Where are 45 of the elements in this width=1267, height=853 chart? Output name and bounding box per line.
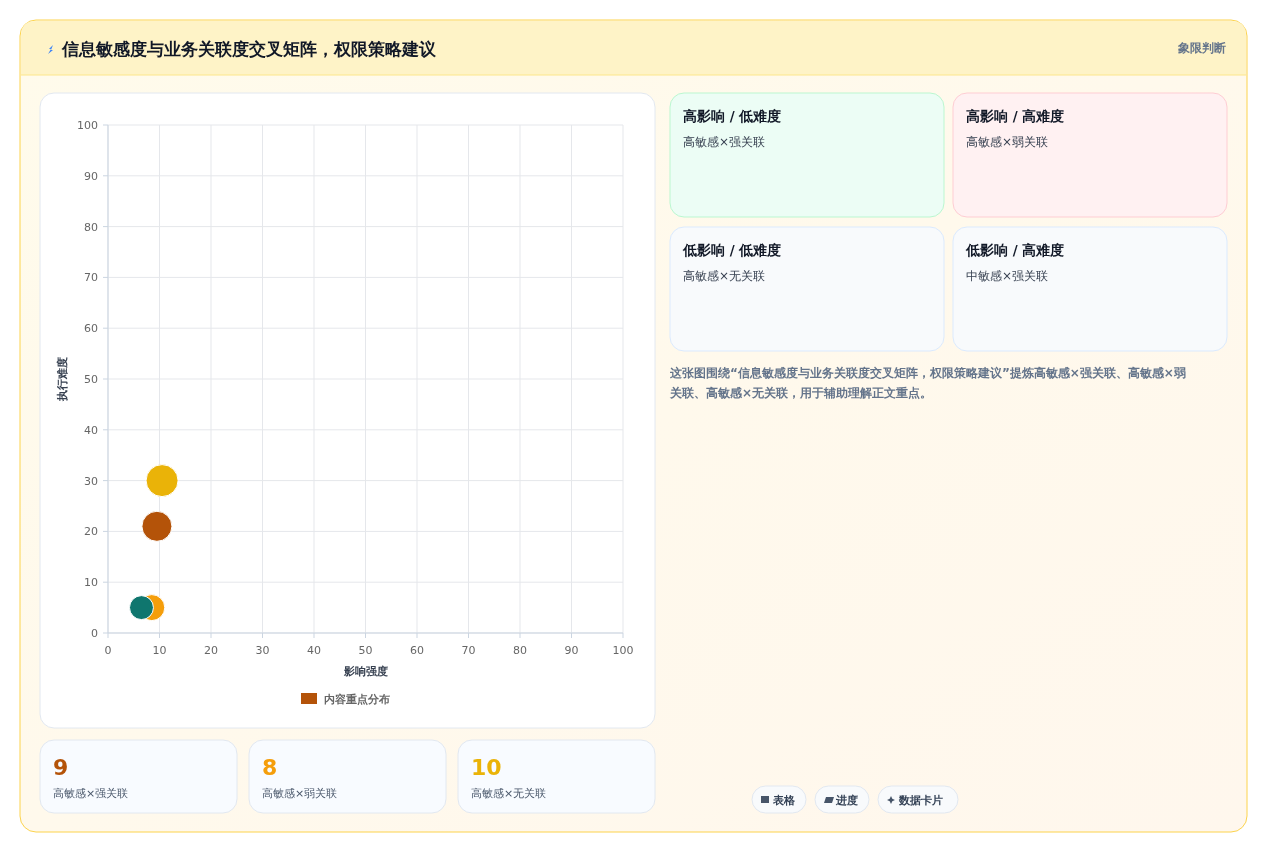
text: 10 bbox=[471, 755, 502, 780]
x-tick-label: 100 bbox=[612, 644, 634, 657]
x-axis-title: 影响强度 bbox=[342, 665, 388, 678]
text: 9 bbox=[53, 755, 69, 780]
text: 表格 bbox=[772, 794, 796, 807]
text: 低影响 / 低难度 bbox=[682, 242, 782, 258]
x-tick-label: 40 bbox=[307, 644, 321, 657]
y-tick-label: 50 bbox=[84, 373, 98, 386]
text: 高影响 / 低难度 bbox=[683, 108, 782, 124]
y-tick-label: 90 bbox=[84, 169, 98, 183]
text: 这张图围绕“信息敏感度与业务关联度交叉矩阵，权限策略建议”提炼高敏感×强关联、高敏感×弱关联、高敏感×无关联，用于辅助理解正文重点。 bbox=[669, 366, 1186, 400]
y-tick-label: 0 bbox=[91, 627, 98, 640]
x-tick-label: 60 bbox=[410, 644, 424, 657]
legend-label: 内容重点分布 bbox=[324, 693, 390, 706]
text: 高敏感×弱关联 bbox=[262, 787, 338, 800]
x-tick-label: 30 bbox=[255, 644, 270, 657]
text: 高敏感×弱关联 bbox=[966, 135, 1049, 149]
text: 高影响 / 高难度 bbox=[966, 108, 1065, 124]
x-tick-label: 0 bbox=[104, 644, 112, 657]
y-tick-label: 30 bbox=[84, 474, 98, 488]
chart-title: 信息敏感度与业务关联度交叉矩阵，权限策略建议 bbox=[61, 39, 437, 59]
x-tick-label: 50 bbox=[358, 644, 373, 657]
text: 低影响 / 高难度 bbox=[965, 242, 1065, 258]
y-tick-label: 20 bbox=[84, 525, 98, 539]
x-tick-label: 10 bbox=[152, 644, 167, 657]
text: 高敏感×强关联 bbox=[683, 135, 766, 149]
x-tick-label: 20 bbox=[204, 644, 218, 657]
y-tick-label: 60 bbox=[84, 322, 98, 336]
y-axis-title: 执行难度 bbox=[56, 357, 69, 402]
text: 象限判断 bbox=[1177, 41, 1226, 55]
text: 高敏感×强关联 bbox=[53, 787, 129, 800]
text: 数据卡片 bbox=[898, 794, 943, 807]
text: 8 bbox=[262, 755, 278, 780]
y-tick-label: 10 bbox=[84, 576, 98, 590]
text: 高敏感×无关联 bbox=[683, 269, 766, 283]
y-tick-label: 70 bbox=[84, 271, 98, 285]
text: 进度 bbox=[835, 794, 858, 807]
x-tick-label: 90 bbox=[564, 644, 579, 657]
text: 高敏感×无关联 bbox=[471, 787, 547, 800]
x-tick-label: 70 bbox=[461, 644, 476, 657]
text: 中敏感×强关联 bbox=[966, 269, 1049, 283]
y-tick-label: 40 bbox=[84, 423, 98, 437]
y-tick-label: 80 bbox=[84, 220, 98, 234]
y-tick-label: 100 bbox=[77, 119, 98, 132]
x-tick-label: 80 bbox=[513, 644, 527, 657]
